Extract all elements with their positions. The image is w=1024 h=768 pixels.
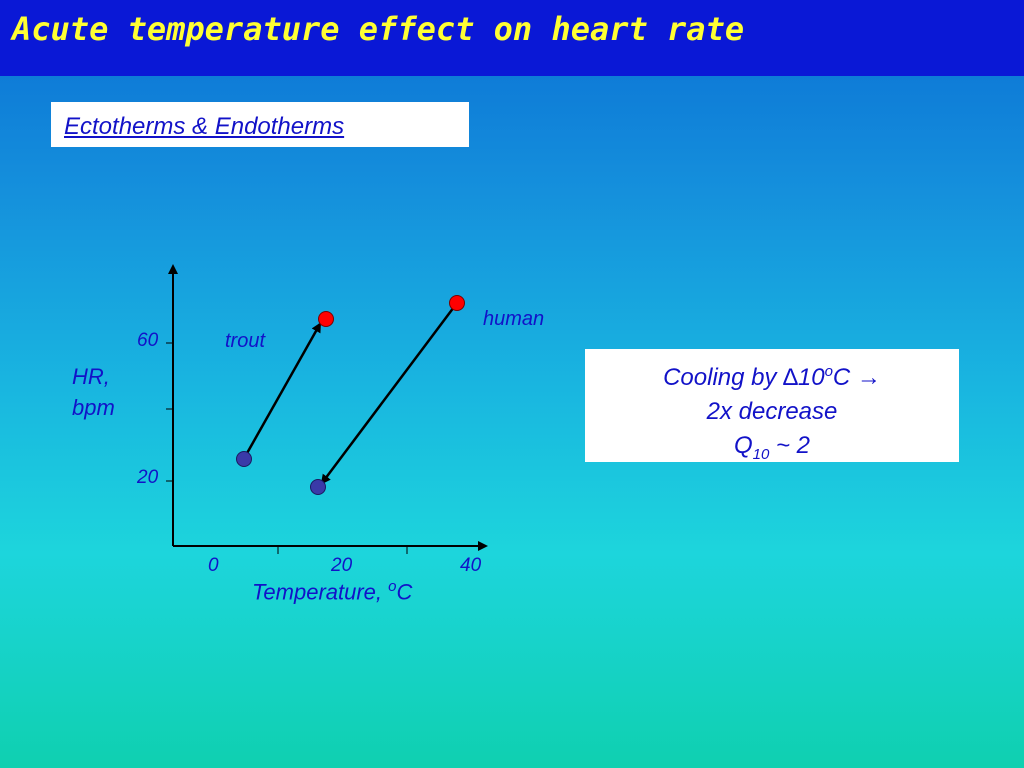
slide-title: Acute temperature effect on heart rate: [12, 10, 745, 48]
q10-q: Q: [733, 432, 753, 459]
y-tick-label-60: 60: [137, 330, 159, 351]
x-tick-label-0: 0: [208, 555, 219, 576]
human-label: human: [483, 308, 545, 330]
x-axis-label-text: Temperature,: [252, 579, 389, 605]
cooling-text: Cooling by: [663, 364, 784, 391]
human-cold-point: [310, 479, 326, 495]
x-tick-label-40: 40: [460, 555, 482, 576]
x-tick-label-20: 20: [331, 555, 353, 576]
x-axis-label: Temperature, oC: [252, 578, 412, 605]
cooling-value: 10: [797, 364, 825, 391]
trout-warm-point: [318, 311, 334, 327]
trout-label: trout: [225, 330, 266, 352]
trout-cold-point: [236, 451, 252, 467]
subtitle: Ectotherms & Endotherms: [64, 113, 345, 140]
trout-arrow: [244, 322, 322, 456]
subtitle-box: Ectotherms & Endotherms: [51, 102, 469, 147]
right-arrow-icon: →: [856, 364, 881, 391]
cooling-line-1: Cooling by ∆10oC →: [585, 355, 959, 395]
delta-symbol: ∆: [783, 364, 798, 391]
y-tick-label-20: 20: [137, 467, 159, 488]
cooling-degree: o: [824, 363, 833, 380]
title-bar: Acute temperature effect on heart rate: [0, 0, 1024, 76]
x-axis-label-degree: o: [388, 578, 397, 595]
x-axis-label-unit: C: [396, 579, 413, 605]
y-axis-label-line2: bpm: [72, 395, 115, 420]
cooling-box: Cooling by ∆10oC → 2x decrease Q10 ~ 2: [585, 349, 959, 463]
cooling-line-2: 2x decrease: [706, 398, 838, 425]
human-arrow: [320, 306, 455, 485]
cooling-line-3: Q10 ~ 2: [585, 429, 959, 472]
y-axis-label: HR, bpm: [72, 361, 115, 423]
q10-value: ~ 2: [769, 432, 811, 459]
human-warm-point: [449, 295, 465, 311]
cooling-unit: C: [832, 364, 857, 391]
y-axis-label-line1: HR,: [72, 364, 110, 389]
q10-subscript: 10: [752, 445, 770, 463]
